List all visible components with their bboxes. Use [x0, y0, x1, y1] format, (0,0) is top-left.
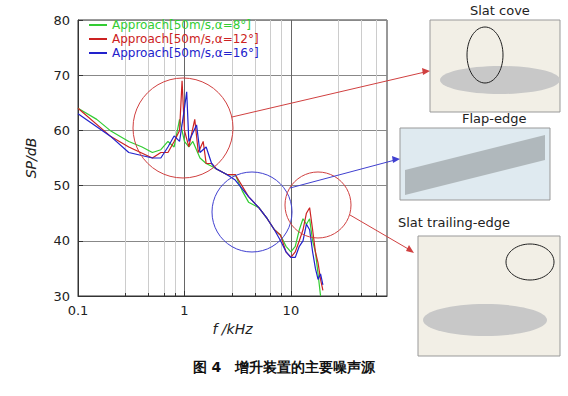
svg-text:60: 60	[53, 123, 70, 138]
svg-text:SP/dB: SP/dB	[23, 138, 39, 179]
svg-text:Approach[50m/s,α=16°]: Approach[50m/s,α=16°]	[112, 46, 259, 60]
svg-text:30: 30	[53, 289, 70, 304]
svg-text:图 4 增升装置的主要噪声源: 图 4 增升装置的主要噪声源	[193, 359, 377, 375]
svg-text:Flap-edge: Flap-edge	[462, 111, 527, 126]
svg-text:70: 70	[53, 68, 70, 83]
svg-text:50: 50	[53, 178, 70, 193]
svg-text:f /kHz: f /kHz	[212, 321, 253, 337]
svg-text:Slat cove: Slat cove	[470, 3, 530, 18]
svg-text:80: 80	[53, 13, 70, 28]
svg-text:10: 10	[283, 303, 300, 318]
svg-text:0.1: 0.1	[68, 303, 89, 318]
svg-text:40: 40	[53, 233, 70, 248]
svg-text:Slat trailing-edge: Slat trailing-edge	[398, 215, 510, 230]
svg-text:Approach[50m/s,α=8°]: Approach[50m/s,α=8°]	[112, 18, 251, 32]
svg-text:1: 1	[180, 303, 188, 318]
svg-text:Approach[50m/s,α=12°]: Approach[50m/s,α=12°]	[112, 32, 259, 46]
